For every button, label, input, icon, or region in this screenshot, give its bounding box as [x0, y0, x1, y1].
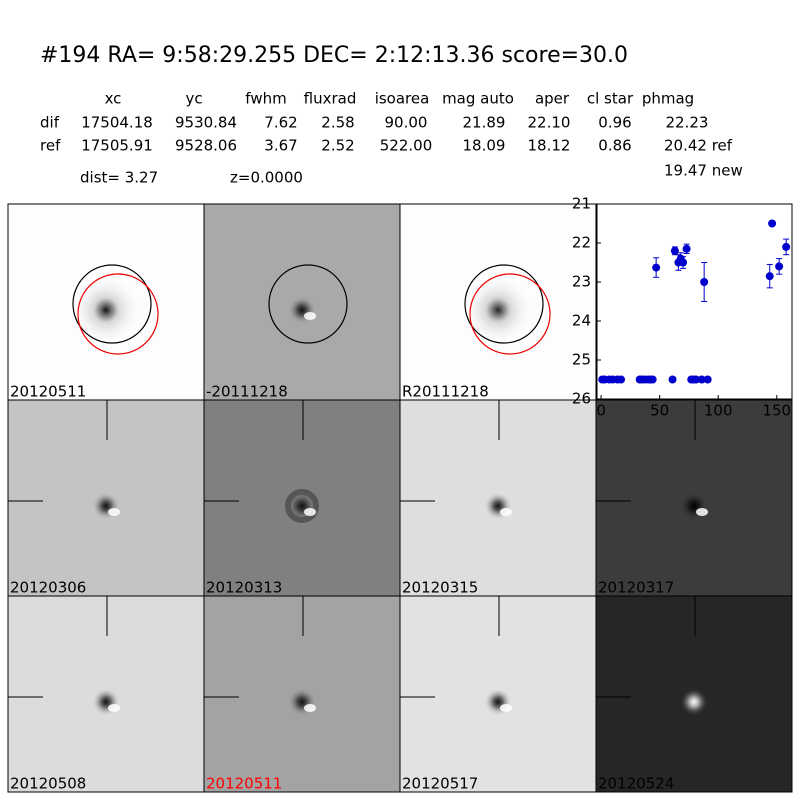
- aperture: [72, 264, 152, 344]
- point: [768, 219, 777, 228]
- cell: 2.52: [321, 137, 354, 155]
- residual: [304, 704, 316, 712]
- point: [670, 246, 679, 255]
- point: [648, 375, 657, 384]
- cell: 9530.84: [175, 114, 237, 132]
- y-tick-label: 23: [572, 273, 591, 291]
- cell: 9528.06: [175, 137, 237, 155]
- column-header: yc: [185, 90, 202, 108]
- cell: 2.58: [321, 114, 354, 132]
- point: [679, 258, 688, 267]
- residual: [696, 508, 708, 516]
- point: [691, 375, 700, 384]
- cell: 90.00: [385, 114, 428, 132]
- cell: 17505.91: [81, 137, 153, 155]
- title: #194 RA= 9:58:29.255 DEC= 2:12:13.36 sco…: [40, 43, 628, 68]
- column-header: mag auto: [442, 90, 514, 108]
- panel-label: 20120313: [206, 579, 282, 597]
- cell: 17504.18: [81, 114, 153, 132]
- source: [680, 688, 708, 716]
- new-mag: 19.47 new: [664, 162, 743, 180]
- panel-label: R20111218: [402, 383, 489, 401]
- aperture: [268, 264, 348, 344]
- y-tick-label: 22: [572, 234, 591, 252]
- residual: [500, 508, 512, 516]
- panel-label: 20120508: [10, 775, 86, 793]
- cell: 18.09: [463, 137, 506, 155]
- cell: 3.67: [264, 137, 297, 155]
- residual: [108, 704, 120, 712]
- column-header: fwhm: [245, 90, 286, 108]
- panel-label: 20120315: [402, 579, 478, 597]
- x-tick-label: 50: [650, 402, 669, 420]
- residual: [500, 704, 512, 712]
- residual: [304, 508, 316, 516]
- dist: dist= 3.27: [80, 169, 158, 187]
- point: [700, 278, 709, 286]
- aperture-ref: [77, 273, 159, 355]
- source: [463, 275, 533, 345]
- panel-label: 20120517: [402, 775, 478, 793]
- point: [617, 375, 626, 384]
- y-tick-label: 25: [572, 351, 591, 369]
- cell: 21.89: [463, 114, 506, 132]
- cell: 7.62: [264, 114, 297, 132]
- column-header: xc: [105, 90, 122, 108]
- panel-label: 20120511: [10, 383, 86, 401]
- residual: [108, 508, 120, 516]
- cell: 522.00: [380, 137, 433, 155]
- panel-label: -20111218: [206, 383, 288, 401]
- point: [775, 262, 784, 271]
- cell: 18.12: [528, 137, 571, 155]
- aperture: [464, 264, 544, 344]
- redshift: z=0.0000: [230, 169, 303, 187]
- source: [71, 275, 141, 345]
- row-label: ref: [40, 137, 61, 155]
- column-header: aper: [535, 90, 570, 108]
- point: [703, 375, 712, 384]
- point: [765, 272, 774, 281]
- row-label: dif: [40, 114, 60, 132]
- column-header: fluxrad: [304, 90, 357, 108]
- column-header: isoarea: [375, 90, 430, 108]
- panel-label: 20120524: [598, 775, 674, 793]
- x-tick-label: 0: [596, 402, 606, 420]
- column-header: phmag: [642, 90, 694, 108]
- point: [668, 375, 677, 384]
- x-tick-label: 100: [704, 402, 733, 420]
- panel-label: 20120317: [598, 579, 674, 597]
- y-tick-label: 21: [572, 195, 591, 213]
- cell: 22.10: [528, 114, 571, 132]
- x-tick-label: 150: [762, 402, 791, 420]
- panel-label: 20120306: [10, 579, 86, 597]
- cell: 20.42 ref: [664, 137, 733, 155]
- cell: 0.96: [598, 114, 631, 132]
- panel-label: 20120511: [206, 775, 282, 793]
- residual: [304, 312, 316, 320]
- y-tick-label: 24: [572, 312, 591, 330]
- column-header: cl star: [587, 90, 634, 108]
- cell: 0.86: [598, 137, 631, 155]
- point: [697, 375, 706, 384]
- point: [682, 244, 691, 253]
- point: [782, 242, 791, 251]
- aperture-ref: [469, 273, 551, 355]
- cell: 22.23: [666, 114, 709, 132]
- plot-area: [596, 203, 793, 400]
- point: [652, 263, 661, 272]
- y-tick-label: 26: [572, 390, 591, 408]
